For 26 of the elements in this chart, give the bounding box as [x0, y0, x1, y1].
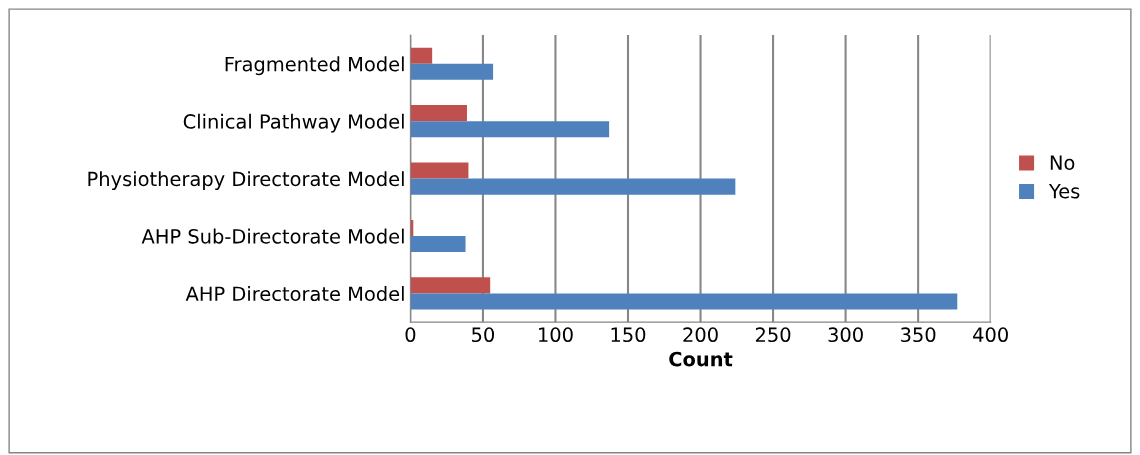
x-tick-label: 350	[901, 327, 936, 343]
x-tick-label: 100	[539, 327, 573, 343]
y-tick-label: Physiotherapy Directorate Model	[88, 171, 404, 191]
x-tick-label: 50	[472, 327, 495, 343]
bar	[410, 105, 467, 122]
x-tick-label: 250	[755, 327, 791, 343]
x-tick-label: 150	[611, 327, 646, 343]
bar	[410, 277, 491, 294]
bar	[410, 121, 610, 138]
x-tick-label: 300	[828, 327, 863, 343]
x-tick-label: 400	[973, 327, 1008, 343]
bar	[410, 236, 466, 253]
legend-label: No	[1050, 155, 1075, 170]
bar	[410, 63, 494, 80]
x-tick-label: 200	[683, 327, 718, 343]
y-tick-label: Fragmented Model	[225, 56, 404, 76]
bar	[410, 47, 433, 64]
legend-label: Yes	[1048, 184, 1080, 199]
x-axis-title: Count	[669, 351, 733, 367]
y-tick-label: AHP Sub-Directorate Model	[141, 228, 404, 244]
bar	[410, 162, 469, 179]
bar	[410, 293, 958, 310]
bar	[410, 178, 736, 195]
y-tick-label: Clinical Pathway Model	[183, 113, 404, 133]
x-tick-label: 0	[405, 327, 416, 343]
y-tick-label: AHP Directorate Model	[185, 286, 404, 302]
